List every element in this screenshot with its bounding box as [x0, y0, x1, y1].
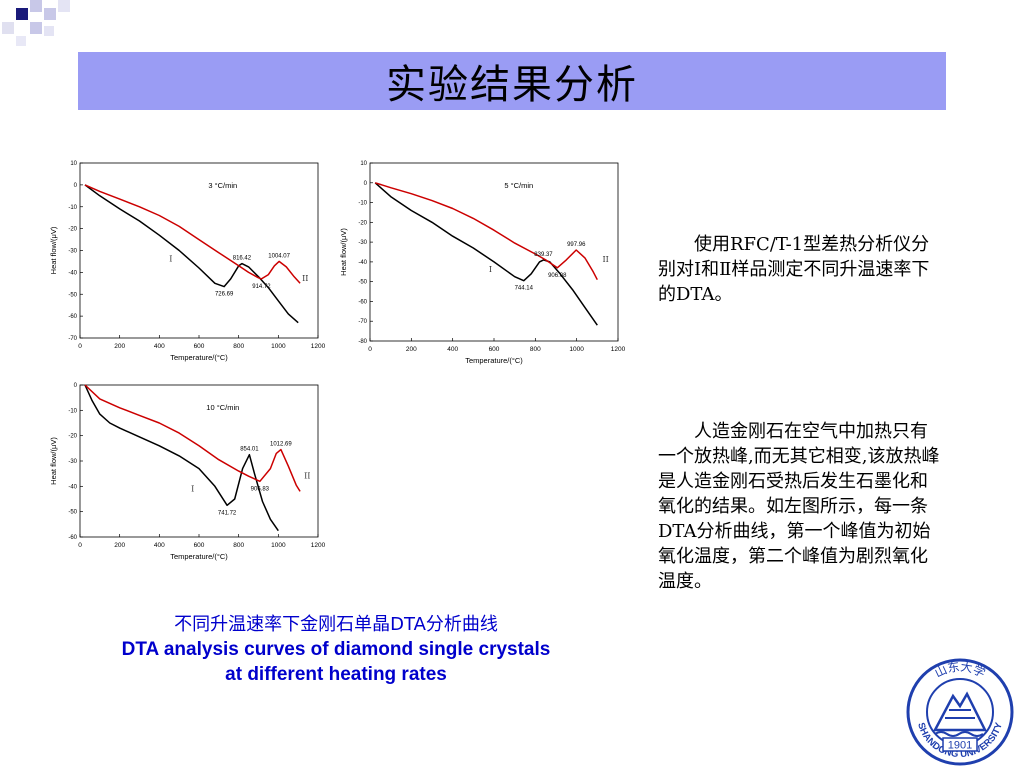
x-tick-label: 1200 — [611, 346, 626, 353]
y-tick-label: -20 — [68, 434, 77, 440]
plot-frame — [369, 162, 619, 342]
x-tick-label: 0 — [78, 542, 82, 549]
series-label-II: II — [603, 255, 609, 264]
series-line-I — [84, 384, 279, 532]
y-axis-label: Heat flow/(μV) — [339, 228, 348, 276]
series-label-I: I — [489, 265, 492, 274]
y-axis-label: Heat flow/(μV) — [49, 437, 58, 485]
y-tick-label: -20 — [68, 227, 77, 233]
x-axis-label: Temperature/(°C) — [170, 353, 228, 362]
y-tick-label: 0 — [74, 383, 78, 389]
x-tick-label: 800 — [530, 346, 541, 353]
peak-label: 854.01 — [240, 447, 259, 453]
peak-label: 741.72 — [218, 510, 237, 516]
y-tick-label: -30 — [68, 249, 77, 255]
y-tick-label: -30 — [68, 459, 77, 465]
peak-label: 906.83 — [251, 486, 270, 492]
mountain-icon — [932, 691, 988, 732]
x-tick-label: 0 — [78, 343, 82, 350]
plot-frame — [79, 384, 319, 538]
x-tick-label: 200 — [406, 346, 417, 353]
x-tick-label: 1200 — [311, 343, 326, 350]
series-line-II — [374, 182, 598, 281]
y-tick-label: -60 — [68, 535, 77, 541]
x-axis-label: Temperature/(°C) — [465, 356, 523, 365]
x-tick-label: 800 — [233, 542, 244, 549]
y-tick-label: -10 — [358, 201, 367, 207]
dta-chart-3c: 0 200 400 600 800 1000 1200 10 0 -10 -20 -30 -40 -50 -… — [49, 161, 326, 362]
x-tick-label: 0 — [368, 346, 372, 353]
series-line-I — [374, 182, 598, 326]
dta-chart-5c: 0 200 400 600 800 1000 1200 10 0 -10 -20 -30 -40 -50 -… — [339, 161, 626, 365]
peak-label: 726.69 — [215, 292, 234, 298]
series-label-I: I — [191, 484, 194, 493]
shandong-university-logo: 山东大学 SHANDONG UNIVERSITY 1901 — [906, 658, 1014, 766]
logo-year: 1901 — [948, 740, 972, 752]
chart-title: 3 °C/min — [208, 181, 237, 190]
y-tick-label: -10 — [68, 205, 77, 211]
x-tick-label: 400 — [154, 343, 165, 350]
figure-caption: 不同升温速率下金刚石单晶DTA分析曲线 DTA analysis curves … — [120, 612, 552, 687]
y-tick-label: -50 — [68, 292, 77, 298]
y-tick-label: -50 — [358, 280, 367, 286]
x-axis-label: Temperature/(°C) — [170, 552, 228, 561]
plot-frame — [79, 162, 319, 339]
wave-icon — [934, 731, 984, 737]
peak-label: 997.96 — [567, 242, 586, 248]
page-title: 实验结果分析 — [386, 62, 638, 108]
y-tick-label: -40 — [358, 260, 367, 266]
series-line-II — [84, 184, 301, 284]
chart-title: 10 °C/min — [206, 403, 239, 412]
x-tick-label: 1000 — [271, 343, 286, 350]
y-tick-label: -60 — [68, 314, 77, 320]
caption-english: DTA analysis curves of diamond single cr… — [121, 639, 551, 685]
series-label-II: II — [304, 472, 310, 481]
peak-label: 1012.69 — [270, 442, 292, 448]
series-line-I — [84, 184, 299, 324]
x-tick-label: 1000 — [569, 346, 584, 353]
series-label-I: I — [169, 254, 172, 263]
x-tick-label: 400 — [154, 542, 165, 549]
description-paragraph-1: 使用RFC/T-1型差热分析仪分别对Ⅰ和Ⅱ样品测定不同升温速率下的DTA。 — [658, 234, 930, 305]
y-tick-label: 10 — [360, 161, 367, 167]
y-tick-label: -30 — [358, 240, 367, 246]
x-tick-label: 600 — [489, 346, 500, 353]
x-tick-label: 800 — [233, 343, 244, 350]
dta-chart-10c: 0 200 400 600 800 1000 1200 0 -10 -20 -30 -40 -50 -60… — [49, 383, 326, 561]
peak-label: 914.72 — [252, 284, 271, 290]
y-tick-label: -70 — [358, 319, 367, 325]
x-tick-label: 400 — [447, 346, 458, 353]
y-tick-label: 10 — [70, 161, 77, 167]
peak-label: 906.08 — [548, 273, 567, 279]
title-bar: 实验结果分析 — [78, 52, 946, 110]
y-tick-label: -50 — [68, 510, 77, 516]
peak-label: 1004.07 — [268, 253, 290, 259]
y-tick-label: 0 — [74, 183, 78, 189]
y-tick-label: -80 — [358, 339, 367, 345]
y-tick-label: -20 — [358, 220, 367, 226]
x-tick-label: 200 — [114, 542, 125, 549]
description-paragraph-2: 人造金刚石在空气中加热只有一个放热峰,而无其它相变,该放热峰是人造金刚石受热后发… — [658, 421, 940, 592]
peak-label: 744.14 — [515, 286, 534, 292]
x-tick-label: 1200 — [311, 542, 326, 549]
x-tick-label: 600 — [194, 343, 205, 350]
y-tick-label: -70 — [68, 336, 77, 342]
series-line-II — [84, 384, 301, 492]
chart-title: 5 °C/min — [504, 181, 533, 190]
corner-decoration — [2, 0, 70, 46]
peak-label: 839.37 — [534, 252, 553, 258]
y-tick-label: -40 — [68, 270, 77, 276]
y-tick-label: -60 — [358, 299, 367, 305]
y-tick-label: 0 — [364, 181, 368, 187]
y-axis-label: Heat flow/(μV) — [49, 226, 58, 274]
x-tick-label: 1000 — [271, 542, 286, 549]
x-tick-label: 200 — [114, 343, 125, 350]
peak-label: 816.42 — [233, 256, 252, 262]
series-label-II: II — [302, 274, 308, 283]
y-tick-label: -40 — [68, 484, 77, 490]
y-tick-label: -10 — [68, 408, 77, 414]
x-tick-label: 600 — [194, 542, 205, 549]
caption-chinese: 不同升温速率下金刚石单晶DTA分析曲线 — [174, 614, 498, 635]
